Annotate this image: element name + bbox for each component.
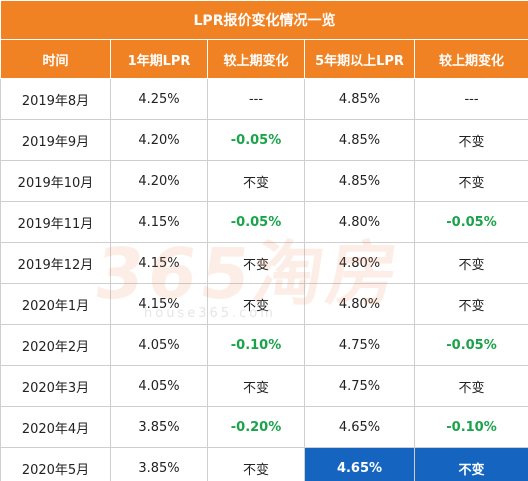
cell-5y-change: 不变 — [414, 160, 528, 202]
cell-1y-lpr: 4.15% — [110, 201, 208, 243]
cell-time: 2019年11月 — [0, 201, 111, 243]
table-row: 2020年4月 3.85% -0.20% 4.65% -0.10% — [0, 406, 528, 448]
cell-1y-change: -0.05% — [207, 119, 305, 161]
header-time: 时间 — [0, 39, 111, 79]
table-row: 2019年12月 4.15% 不变 4.80% 不变 — [0, 242, 528, 284]
cell-5y-change: 不变 — [414, 365, 528, 407]
cell-5y-lpr: 4.80% — [304, 283, 415, 325]
cell-1y-lpr: 3.85% — [110, 447, 208, 481]
cell-1y-change: 不变 — [207, 160, 305, 202]
cell-1y-lpr: 4.25% — [110, 78, 208, 120]
cell-time: 2019年10月 — [0, 160, 111, 202]
table-row: 2020年2月 4.05% -0.10% 4.75% -0.05% — [0, 324, 528, 366]
cell-5y-lpr: 4.65% — [304, 447, 415, 481]
table-body: 2019年8月 4.25% --- 4.85% --- 2019年9月 4.20% -0.05… — [0, 78, 528, 481]
cell-5y-change: -0.05% — [414, 201, 528, 243]
cell-1y-lpr: 4.05% — [110, 365, 208, 407]
table-row: 2019年11月 4.15% -0.05% 4.80% -0.05% — [0, 201, 528, 243]
header-5y-change: 较上期变化 — [414, 39, 528, 79]
cell-5y-lpr: 4.75% — [304, 324, 415, 366]
cell-5y-lpr: 4.65% — [304, 406, 415, 448]
table-row: 2020年5月 3.85% 不变 4.65% 不变 — [0, 447, 528, 481]
table-title-row: LPR报价变化情况一览 — [0, 0, 528, 40]
cell-5y-change: 不变 — [414, 242, 528, 284]
cell-1y-change: -0.20% — [207, 406, 305, 448]
cell-1y-lpr: 3.85% — [110, 406, 208, 448]
header-1y-change: 较上期变化 — [207, 39, 305, 79]
table-header-row: 时间 1年期LPR 较上期变化 5年期以上LPR 较上期变化 — [0, 39, 528, 79]
table-title: LPR报价变化情况一览 — [0, 0, 528, 40]
header-1y-lpr: 1年期LPR — [110, 39, 208, 79]
cell-1y-change: 不变 — [207, 283, 305, 325]
cell-time: 2019年12月 — [0, 242, 111, 284]
cell-time: 2020年4月 — [0, 406, 111, 448]
cell-5y-lpr: 4.85% — [304, 78, 415, 120]
cell-1y-change: -0.05% — [207, 201, 305, 243]
cell-1y-lpr: 4.15% — [110, 283, 208, 325]
cell-5y-lpr: 4.85% — [304, 119, 415, 161]
cell-1y-change: --- — [207, 78, 305, 120]
table-row: 2020年3月 4.05% 不变 4.75% 不变 — [0, 365, 528, 407]
cell-time: 2020年1月 — [0, 283, 111, 325]
table-row: 2019年10月 4.20% 不变 4.85% 不变 — [0, 160, 528, 202]
cell-time: 2020年3月 — [0, 365, 111, 407]
table-row: 2020年1月 4.15% 不变 4.80% 不变 — [0, 283, 528, 325]
cell-1y-change: 不变 — [207, 447, 305, 481]
cell-5y-lpr: 4.80% — [304, 201, 415, 243]
cell-time: 2020年5月 — [0, 447, 111, 481]
cell-time: 2019年9月 — [0, 119, 111, 161]
cell-time: 2020年2月 — [0, 324, 111, 366]
cell-5y-change: 不变 — [414, 447, 528, 481]
cell-1y-lpr: 4.15% — [110, 242, 208, 284]
header-5y-lpr: 5年期以上LPR — [304, 39, 415, 79]
table-row: 2019年9月 4.20% -0.05% 4.85% 不变 — [0, 119, 528, 161]
cell-1y-change: 不变 — [207, 365, 305, 407]
cell-5y-change: -0.10% — [414, 406, 528, 448]
cell-5y-change: -0.05% — [414, 324, 528, 366]
cell-1y-change: 不变 — [207, 242, 305, 284]
cell-1y-change: -0.10% — [207, 324, 305, 366]
cell-5y-lpr: 4.85% — [304, 160, 415, 202]
cell-time: 2019年8月 — [0, 78, 111, 120]
table-row: 2019年8月 4.25% --- 4.85% --- — [0, 78, 528, 120]
cell-1y-lpr: 4.20% — [110, 160, 208, 202]
cell-5y-change: 不变 — [414, 119, 528, 161]
cell-5y-change: 不变 — [414, 283, 528, 325]
cell-1y-lpr: 4.05% — [110, 324, 208, 366]
cell-5y-change: --- — [414, 78, 528, 120]
cell-5y-lpr: 4.75% — [304, 365, 415, 407]
cell-1y-lpr: 4.20% — [110, 119, 208, 161]
cell-5y-lpr: 4.80% — [304, 242, 415, 284]
